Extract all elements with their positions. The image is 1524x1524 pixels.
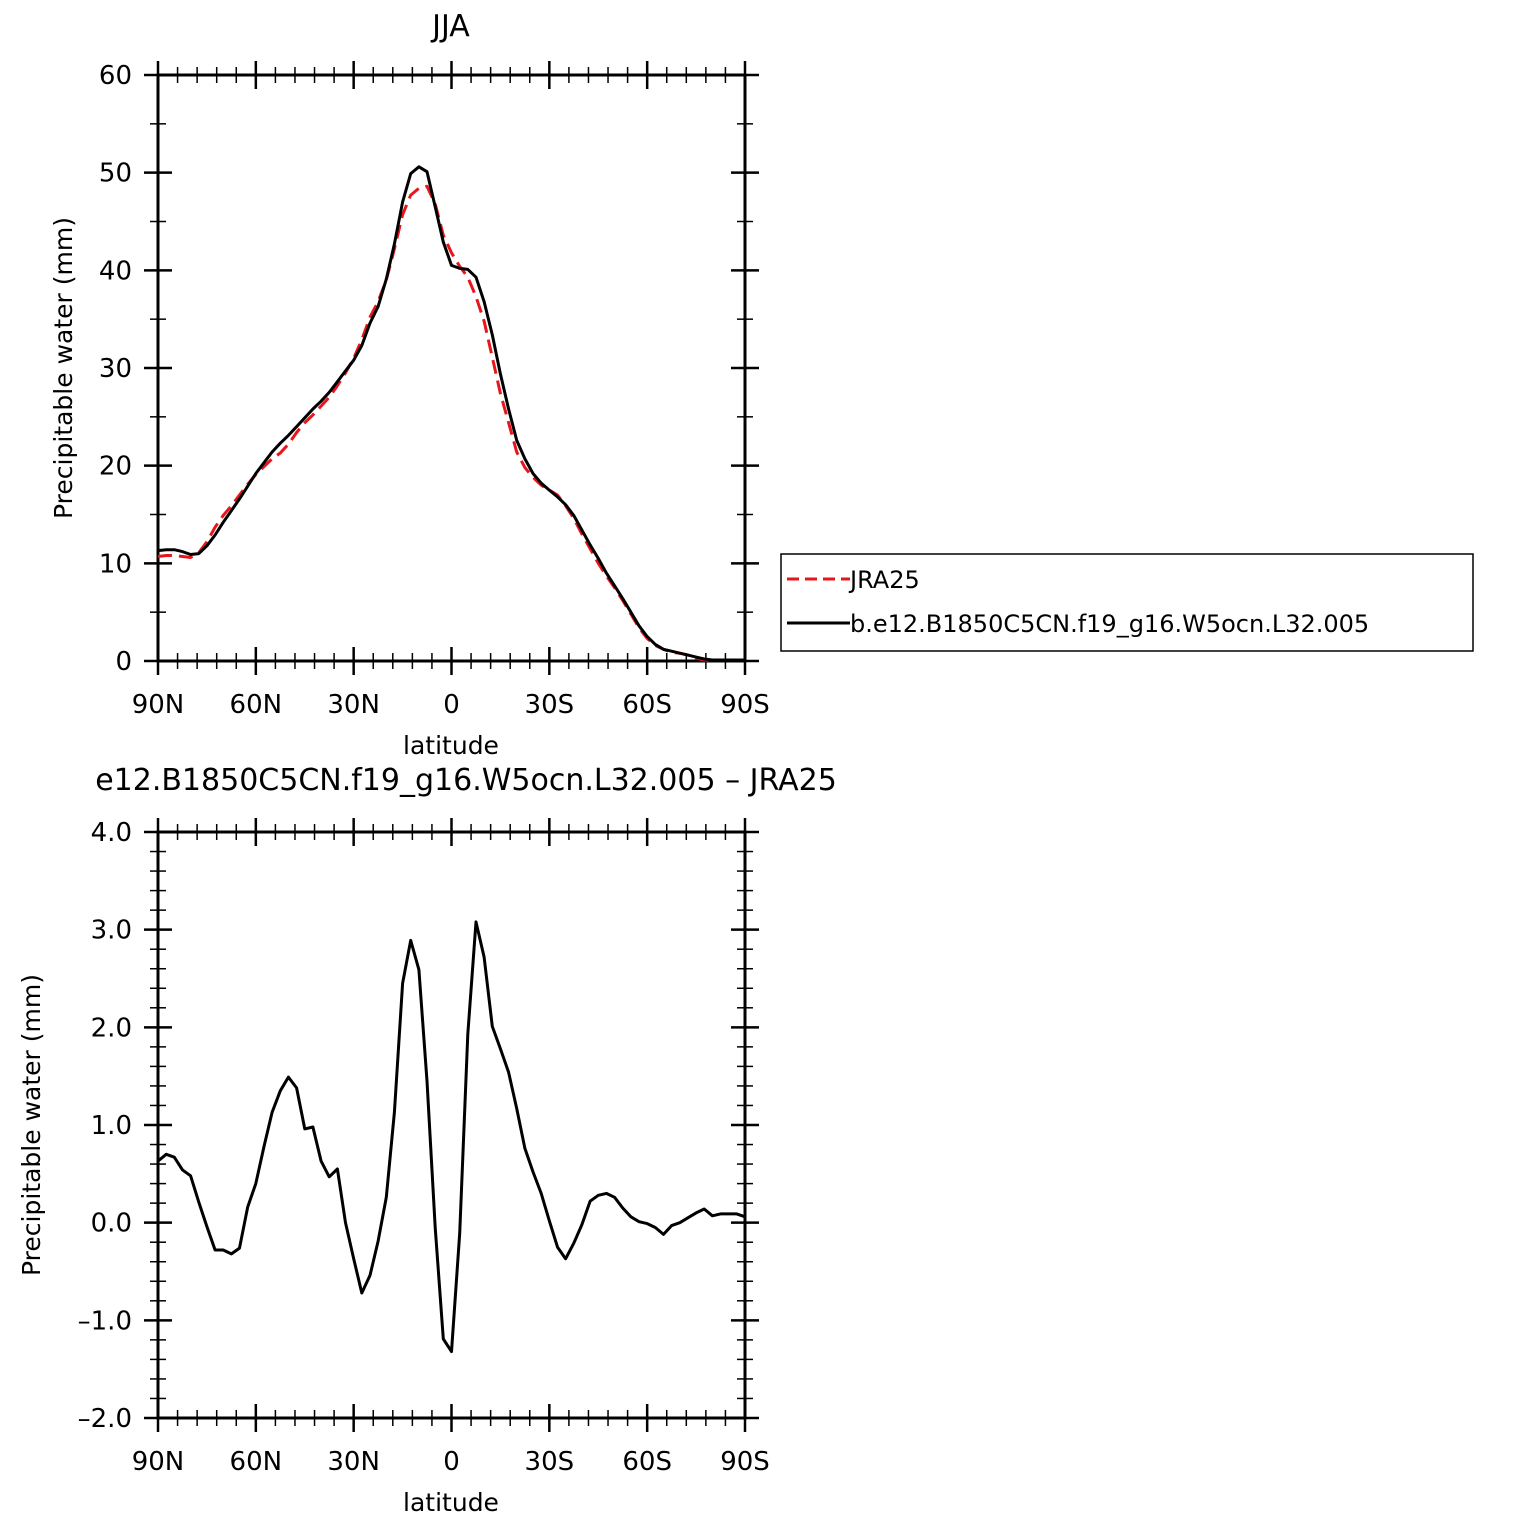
- top-ticks: [144, 61, 759, 675]
- series-line-jra25: [157, 184, 745, 662]
- y-tick-label: –2.0: [78, 1404, 132, 1434]
- bottom-series-lines: [157, 920, 746, 1354]
- x-tick-label: 90S: [720, 1447, 770, 1477]
- top-x-axis-label: latitude: [403, 731, 499, 760]
- x-tick-label: 30N: [327, 690, 380, 720]
- x-tick-label: 0: [443, 1447, 460, 1477]
- top-plot-frame: [156, 73, 747, 663]
- y-tick-label: 0.0: [91, 1209, 132, 1239]
- top-y-tick-labels: 0 10 20 30 40 50 60: [99, 61, 132, 677]
- x-tick-label: 60N: [230, 1447, 283, 1477]
- x-tick-label: 30S: [525, 1447, 575, 1477]
- y-tick-label: 30: [99, 354, 132, 384]
- legend-label-model: b.e12.B1850C5CN.f19_g16.W5ocn.L32.005: [850, 610, 1369, 638]
- x-tick-label: 30S: [525, 690, 575, 720]
- bottom-x-tick-labels: 90N 60N 30N 0 30S 60S 90S: [132, 1447, 770, 1477]
- bottom-panel: e12.B1850C5CN.f19_g16.W5ocn.L32.005 – JR…: [17, 763, 837, 1517]
- y-tick-label: 60: [99, 61, 132, 91]
- y-tick-label: 0: [115, 647, 132, 677]
- x-tick-label: 60N: [230, 690, 283, 720]
- y-tick-label: 4.0: [91, 818, 132, 848]
- x-tick-label: 90N: [132, 690, 185, 720]
- x-tick-label: 60S: [622, 690, 672, 720]
- bottom-y-tick-labels: –2.0 –1.0 0.0 1.0 2.0 3.0 4.0: [78, 818, 132, 1434]
- y-tick-label: 50: [99, 159, 132, 189]
- top-panel: JJA 0 10 20 30 40 50 60 90N 60N 30N 0 30S 60S 90S la…: [49, 9, 770, 760]
- y-tick-label: –1.0: [78, 1306, 132, 1336]
- bottom-y-axis-label: Precipitable water (mm): [17, 974, 46, 1276]
- bottom-x-axis-label: latitude: [403, 1488, 499, 1517]
- bottom-chart-title: e12.B1850C5CN.f19_g16.W5ocn.L32.005 – JR…: [95, 763, 837, 798]
- bottom-ticks: [144, 818, 759, 1432]
- x-tick-label: 90S: [720, 690, 770, 720]
- legend: JRA25 b.e12.B1850C5CN.f19_g16.W5ocn.L32.…: [780, 553, 1474, 652]
- top-chart-title: JJA: [430, 9, 470, 44]
- x-tick-label: 0: [443, 690, 460, 720]
- y-tick-label: 20: [99, 452, 132, 482]
- top-y-axis-label: Precipitable water (mm): [49, 217, 78, 519]
- legend-box: [780, 553, 1474, 652]
- y-tick-label: 1.0: [91, 1111, 132, 1141]
- x-tick-label: 30N: [327, 1447, 380, 1477]
- top-x-tick-labels: 90N 60N 30N 0 30S 60S 90S: [132, 690, 770, 720]
- y-tick-label: 10: [99, 549, 132, 579]
- top-series-lines: [157, 165, 745, 662]
- y-tick-label: 2.0: [91, 1013, 132, 1043]
- y-tick-label: 40: [99, 256, 132, 286]
- x-tick-label: 60S: [622, 1447, 672, 1477]
- x-tick-label: 90N: [132, 1447, 185, 1477]
- legend-label-jra25: JRA25: [848, 566, 920, 594]
- series-line-model: [157, 920, 746, 1354]
- y-tick-label: 3.0: [91, 916, 132, 946]
- series-line-model: [157, 165, 745, 662]
